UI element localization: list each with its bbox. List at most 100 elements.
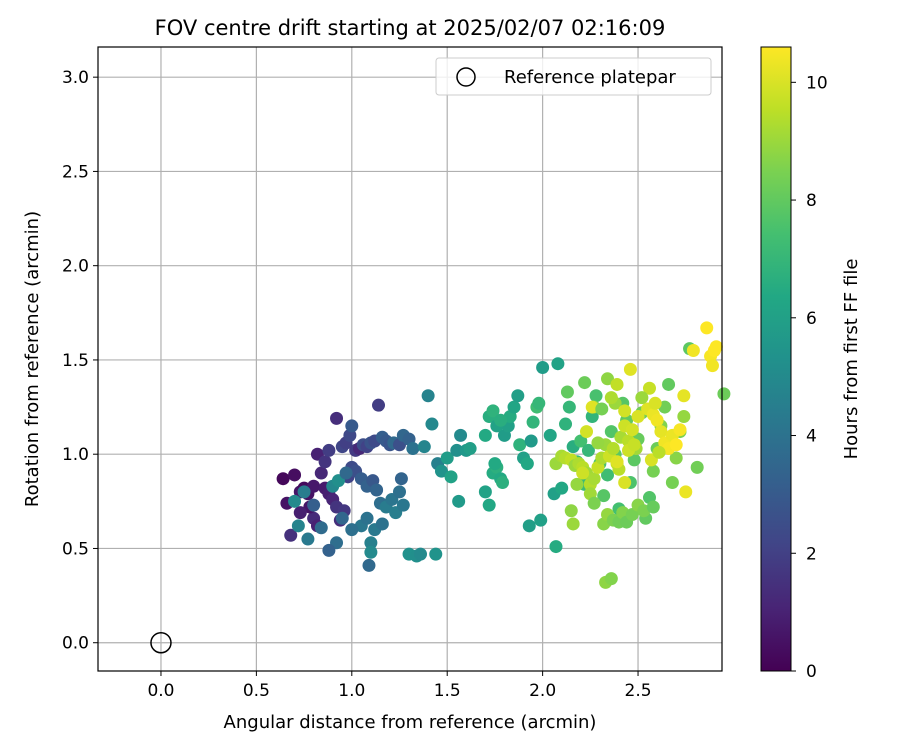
y-tick-label: 1.5 <box>62 351 89 371</box>
x-axis-label: Angular distance from reference (arcmin) <box>224 712 597 733</box>
data-point <box>526 415 540 429</box>
x-tick-label: 1.5 <box>434 681 461 701</box>
data-point <box>307 498 321 512</box>
data-point <box>486 404 500 418</box>
data-point <box>406 442 420 456</box>
data-point <box>536 360 550 374</box>
data-point <box>496 475 510 489</box>
data-point <box>335 511 349 525</box>
data-point <box>562 400 576 414</box>
data-point <box>444 470 458 484</box>
data-point <box>587 472 601 486</box>
data-point <box>606 442 620 456</box>
data-point <box>375 517 389 531</box>
data-point <box>345 419 359 433</box>
data-point <box>589 389 603 403</box>
data-point <box>581 443 595 457</box>
chart-title: FOV centre drift starting at 2025/02/07 … <box>155 16 666 40</box>
data-point <box>604 572 618 586</box>
data-point <box>618 404 632 418</box>
colorbar-tick-label: 6 <box>806 309 817 329</box>
data-point <box>543 428 557 442</box>
data-point <box>360 511 374 525</box>
data-point <box>709 340 723 354</box>
data-point <box>463 442 477 456</box>
data-point <box>482 498 496 512</box>
data-point <box>532 396 546 410</box>
data-point <box>364 536 378 550</box>
data-point <box>686 344 700 358</box>
data-point <box>372 398 386 412</box>
data-point <box>520 457 534 471</box>
legend-marker <box>456 67 476 87</box>
data-point <box>587 496 601 510</box>
x-tick-label: 2.0 <box>529 681 556 701</box>
data-point <box>627 438 641 452</box>
data-point <box>534 513 548 527</box>
data-point <box>654 425 668 439</box>
reference-platepar-marker <box>150 631 172 654</box>
data-point <box>345 523 359 537</box>
data-point <box>421 389 435 403</box>
data-point <box>396 498 410 512</box>
data-point <box>564 504 578 518</box>
data-point <box>301 532 315 546</box>
legend-label: Reference platepar <box>504 67 676 88</box>
data-point <box>364 545 378 559</box>
data-point <box>288 494 302 508</box>
axis-ticks: 0.0 0.5 1.0 1.5 2.0 2.5 0.0 0.5 1.0 1.5 2.0 2.5 3.0 <box>62 68 652 701</box>
data-point <box>507 400 521 414</box>
data-point <box>717 387 731 401</box>
data-point <box>669 451 683 465</box>
data-point <box>700 321 714 335</box>
data-point <box>307 479 321 493</box>
data-point <box>601 372 615 386</box>
data-point <box>610 455 624 469</box>
colorbar-tick-label: 10 <box>806 73 828 93</box>
x-tick-label: 2.5 <box>625 681 652 701</box>
data-point <box>549 540 563 554</box>
data-point <box>642 381 656 395</box>
data-point <box>665 475 679 489</box>
data-point <box>478 428 492 442</box>
data-point <box>288 468 302 482</box>
data-point <box>322 443 336 457</box>
data-point <box>646 464 660 478</box>
data-point <box>511 389 525 403</box>
data-point <box>339 466 353 480</box>
data-point <box>478 485 492 499</box>
data-point <box>673 423 687 437</box>
data-point <box>601 468 615 482</box>
data-point <box>330 411 344 425</box>
data-point <box>646 500 660 514</box>
data-point <box>434 464 448 478</box>
data-point <box>705 359 719 373</box>
data-points <box>276 321 731 589</box>
data-point <box>291 519 305 533</box>
y-tick-label: 0.0 <box>62 634 89 654</box>
data-point <box>425 417 439 431</box>
data-point <box>669 438 683 452</box>
data-point <box>440 451 454 465</box>
data-point <box>322 543 336 557</box>
x-tick-label: 0.5 <box>243 681 270 701</box>
data-point <box>604 425 618 439</box>
data-point <box>652 445 666 459</box>
data-point <box>648 396 662 410</box>
data-point <box>452 494 466 508</box>
data-point <box>576 466 590 480</box>
grid-lines <box>98 47 722 671</box>
x-tick-label: 0.0 <box>147 681 174 701</box>
data-point <box>417 440 431 454</box>
colorbar-tick-label: 2 <box>806 544 817 564</box>
data-point <box>566 517 580 531</box>
data-point <box>597 489 611 503</box>
data-point <box>610 377 624 391</box>
data-point <box>370 483 384 497</box>
y-tick-label: 3.0 <box>62 68 89 88</box>
data-point <box>625 508 639 522</box>
data-point <box>551 357 565 371</box>
y-tick-label: 2.5 <box>62 162 89 182</box>
data-point <box>662 377 676 391</box>
